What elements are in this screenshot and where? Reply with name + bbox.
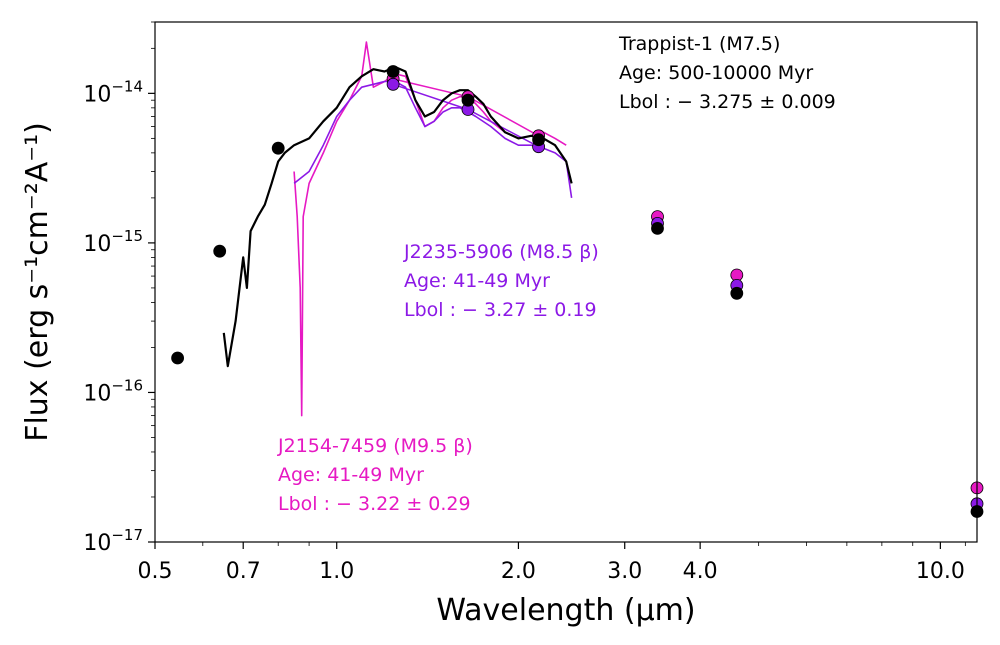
points-layer [171, 65, 984, 518]
photometry-point-2-0 [171, 351, 185, 365]
photometry-point-2-1 [213, 244, 227, 258]
photometry-point-2-2 [271, 141, 285, 155]
annotation-2-line-0: Trappist-1 (M7.5) [618, 33, 780, 55]
annotation-2-line-2: Lbol : − 3.275 ± 0.009 [619, 91, 836, 113]
annotation-2-line-1: Age: 500-10000 Myr [619, 62, 813, 84]
photometry-point-2-6 [651, 221, 664, 235]
spectrum-line-2 [222, 65, 573, 368]
y-axis: 10−17 10−16 10−15 10−14 [83, 21, 155, 556]
x-tick-label-3: 2.0 [501, 559, 536, 584]
spectrum-line-0 [293, 41, 567, 417]
x-tick-label-2: 1.0 [319, 559, 354, 584]
annotation-1-line-2: Lbol : − 3.27 ± 0.19 [404, 299, 597, 321]
spectrum-line-1 [293, 80, 573, 199]
y-tick-label-1: 10−16 [83, 376, 143, 406]
x-tick-label-4: 3.0 [607, 559, 642, 584]
annotation-0-line-0: J2154-7459 (M9.5 β) [277, 435, 473, 457]
photometry-point-2-3 [386, 65, 400, 78]
x-axis: 0.5 0.7 1.0 2.0 3.0 4.0 10.0 [138, 542, 966, 584]
y-tick-label-3: 10−14 [83, 77, 143, 107]
annotation-1-line-0: J2235-5906 (M8.5 β) [403, 241, 599, 263]
photometry-point-2-4 [461, 93, 475, 107]
x-tick-label-1: 0.7 [226, 559, 261, 584]
y-axis-title: Flux (erg s⁻¹cm⁻²A⁻¹) [20, 122, 55, 442]
y-tick-label-2: 10−15 [83, 227, 143, 257]
photometry-point-2-5 [532, 133, 545, 147]
x-axis-title: Wavelength (μm) [436, 593, 695, 628]
x-tick-label-6: 10.0 [916, 559, 965, 584]
annotation-1-line-1: Age: 41-49 Myr [404, 270, 550, 292]
annotations: J2154-7459 (M9.5 β) Age: 41-49 Myr Lbol : … [277, 33, 836, 515]
x-tick-label-5: 4.0 [683, 559, 718, 584]
y-tick-label-0: 10−17 [83, 526, 143, 556]
photometry-point-2-7 [730, 286, 744, 300]
photometry-point-1-0 [386, 77, 400, 91]
series-layer [222, 41, 573, 417]
annotation-0-line-1: Age: 41-49 Myr [278, 464, 424, 486]
annotation-0-line-2: Lbol : − 3.22 ± 0.29 [278, 493, 471, 515]
plot-frame [154, 21, 978, 543]
x-tick-label-0: 0.5 [138, 559, 173, 584]
